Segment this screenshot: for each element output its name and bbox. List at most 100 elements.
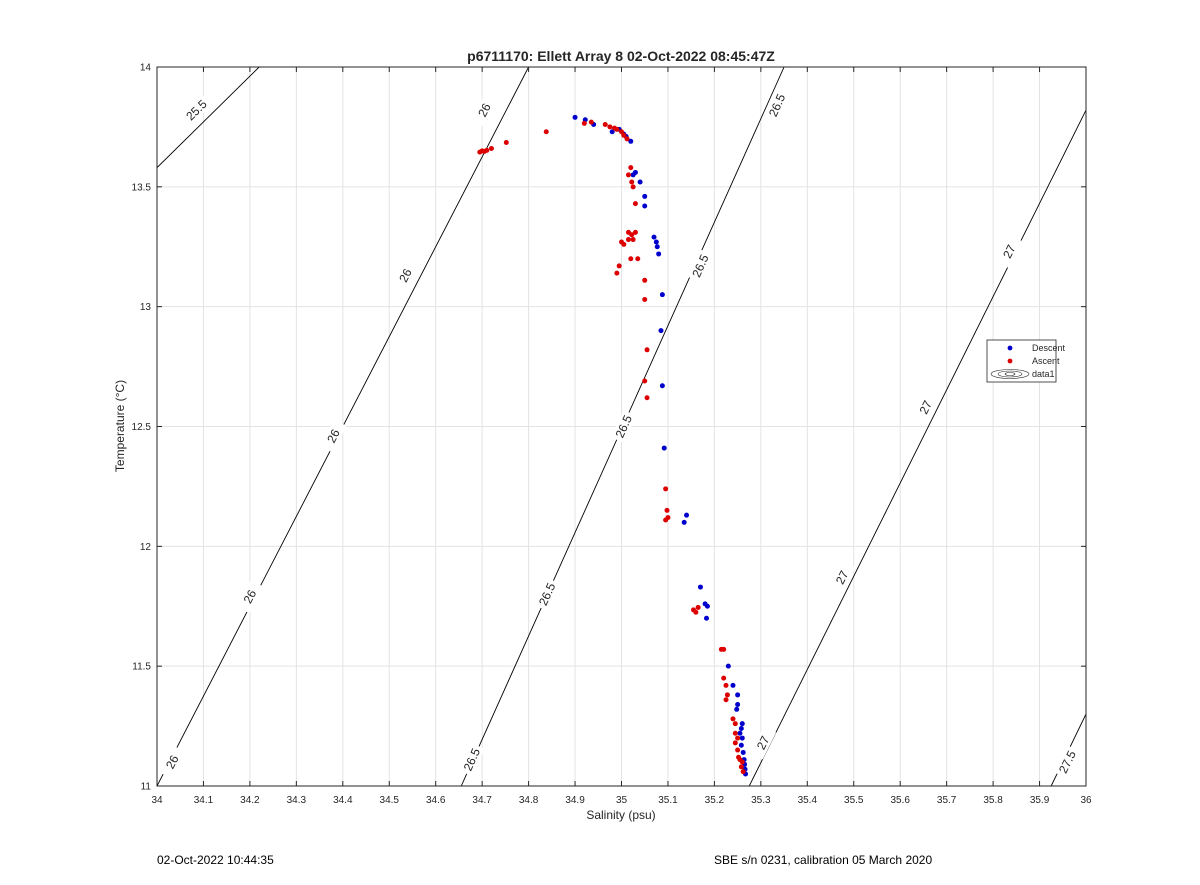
contour-label-bg (236, 580, 264, 614)
ascent-point (632, 201, 638, 207)
ascent-point (735, 747, 741, 753)
x-tick-label: 35.5 (844, 795, 864, 806)
descent-point (738, 742, 744, 748)
contour-label: 27 (833, 568, 852, 586)
descent-point (659, 292, 665, 298)
ascent-point (732, 721, 738, 727)
descent-point (735, 692, 741, 698)
legend-descent-label: Descent (1032, 343, 1066, 353)
descent-point (697, 584, 703, 590)
descent-point (735, 702, 741, 708)
descent-point (642, 203, 648, 209)
ascent-point (723, 682, 729, 688)
ascent-point (732, 740, 738, 746)
contour-label-bg (764, 88, 790, 122)
y-tick-label: 11 (141, 782, 152, 793)
descent-point (609, 129, 615, 135)
ascent-point (630, 184, 636, 190)
ascent-point (614, 270, 620, 276)
isopycnal-line-25-5 (157, 67, 260, 168)
descent-point (704, 615, 710, 621)
ascent-point (723, 697, 729, 703)
x-tick-label: 34.3 (287, 795, 307, 806)
x-tick-label: 35.3 (751, 795, 771, 806)
ascent-point (588, 119, 594, 125)
descent-point (659, 383, 665, 389)
x-tick-label: 35.4 (798, 795, 818, 806)
ascent-point (628, 256, 634, 262)
descent-point (740, 749, 746, 755)
contour-label: 26 (163, 753, 182, 772)
legend: Descent Ascent data1 (986, 339, 1066, 383)
contour-label-bg (320, 419, 347, 453)
descent-point (654, 244, 660, 250)
descent-point (572, 114, 578, 120)
descent-point (734, 706, 740, 712)
x-tick-label: 36 (1080, 795, 1092, 806)
descent-point (739, 735, 745, 741)
descent-point (658, 328, 664, 334)
ascent-point (628, 165, 634, 171)
isopycnal-labels: 25.5262626262626.526.526.526.526.5272727… (159, 88, 1081, 779)
ascent-point (644, 347, 650, 353)
x-axis-label: Salinity (psu) (586, 808, 655, 822)
contour-label-bg (996, 234, 1023, 269)
contour-label-bg (912, 390, 939, 424)
ascent-point (693, 609, 699, 615)
contour-label: 26 (475, 101, 494, 120)
descent-point (737, 730, 743, 736)
y-tick-label: 12.5 (132, 422, 152, 433)
contour-label-bg (471, 93, 498, 127)
contour-label-bg (611, 409, 637, 444)
x-tick-label: 35 (616, 795, 628, 806)
x-tick-label: 35.6 (890, 795, 910, 806)
ascent-point (602, 122, 608, 128)
ascent-point (721, 675, 727, 681)
contour-label-bg (829, 560, 856, 595)
ascent-point (614, 126, 620, 132)
ascent-point (695, 604, 701, 610)
descent-point (738, 725, 744, 731)
ascent-point (607, 124, 613, 130)
legend-data1-label: data1 (1032, 369, 1055, 379)
x-tick-label: 34.7 (472, 795, 492, 806)
x-tick-label: 35.2 (705, 795, 725, 806)
ascent-point (724, 692, 730, 698)
descent-point (656, 251, 662, 257)
ascent-point (624, 136, 630, 142)
footer-timestamp: 02-Oct-2022 10:44:35 (157, 853, 274, 867)
y-tick-label: 13.5 (132, 182, 152, 193)
ascent-point (625, 237, 631, 243)
ascent-point (632, 229, 638, 235)
x-tick-label: 34.8 (519, 795, 539, 806)
x-tick-label: 35.8 (983, 795, 1003, 806)
legend-ascent-label: Ascent (1032, 356, 1060, 366)
ascent-point (730, 716, 736, 722)
ascent-point (635, 256, 641, 262)
x-tick-label: 35.1 (658, 795, 678, 806)
x-tick-label: 34.9 (565, 795, 585, 806)
ascent-point (663, 486, 669, 492)
descent-point (651, 234, 657, 240)
contour-label-bg (534, 577, 560, 611)
ascent-point (621, 241, 627, 247)
legend-descent-marker (1007, 345, 1013, 351)
descent-point (653, 239, 659, 245)
x-tick-label: 34.2 (240, 795, 260, 806)
ascent-point (621, 132, 627, 138)
ascent-point (581, 120, 587, 126)
contour-label-bg (180, 94, 213, 126)
descent-point (739, 721, 745, 727)
y-axis-label: Temperature (°C) (113, 380, 127, 472)
x-tick-label: 35.9 (1030, 795, 1050, 806)
contour-label: 27 (917, 398, 936, 416)
legend-ascent-marker (1007, 358, 1013, 364)
ascent-point (642, 296, 648, 302)
y-tick-label: 12 (140, 542, 152, 553)
ascent-point (630, 237, 636, 243)
x-tick-label: 35.7 (937, 795, 957, 806)
x-tick-label: 34.6 (426, 795, 446, 806)
descent-point (681, 519, 687, 525)
contour-label: 26 (241, 587, 260, 606)
